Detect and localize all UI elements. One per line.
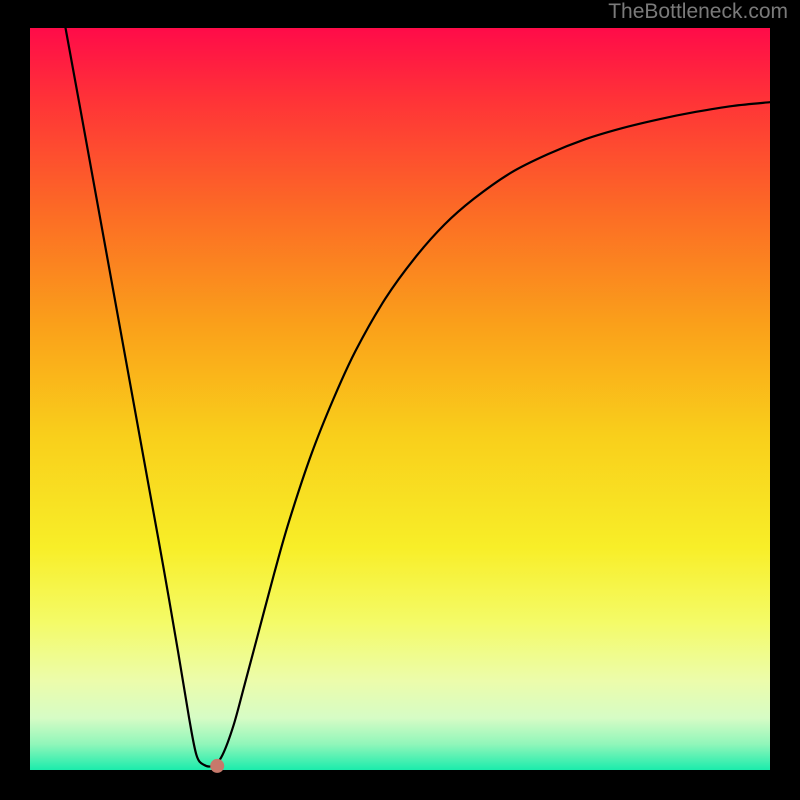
chart-container: TheBottleneck.com: [0, 0, 800, 800]
optimal-point-marker: [210, 759, 224, 773]
watermark-text: TheBottleneck.com: [608, 0, 788, 24]
plot-background: [30, 28, 770, 770]
bottleneck-chart: [0, 0, 800, 800]
